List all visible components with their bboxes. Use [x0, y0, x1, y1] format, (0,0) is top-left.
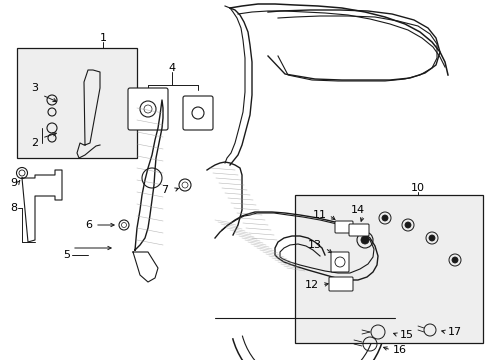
Text: 5: 5: [63, 250, 70, 260]
Circle shape: [428, 235, 434, 241]
Text: 11: 11: [312, 210, 326, 220]
FancyBboxPatch shape: [183, 96, 213, 130]
Text: 15: 15: [399, 330, 413, 340]
Text: 9: 9: [10, 178, 17, 188]
Text: 17: 17: [447, 327, 461, 337]
FancyBboxPatch shape: [128, 88, 168, 130]
FancyBboxPatch shape: [348, 224, 368, 236]
Text: 8: 8: [10, 203, 17, 213]
Text: 2: 2: [31, 138, 39, 148]
Text: 1: 1: [99, 33, 106, 43]
Circle shape: [404, 222, 410, 228]
Text: 13: 13: [307, 240, 321, 250]
Text: 14: 14: [350, 205, 365, 215]
Text: 12: 12: [305, 280, 318, 290]
Circle shape: [451, 257, 457, 263]
Circle shape: [381, 215, 387, 221]
Circle shape: [360, 236, 368, 244]
Text: 6: 6: [85, 220, 92, 230]
Bar: [294, 195, 482, 343]
Text: 3: 3: [31, 83, 39, 93]
Text: 16: 16: [392, 345, 406, 355]
Bar: [17, 48, 137, 158]
Text: 7: 7: [161, 185, 168, 195]
FancyBboxPatch shape: [334, 221, 352, 233]
FancyBboxPatch shape: [330, 252, 348, 272]
Text: 10: 10: [410, 183, 424, 193]
FancyBboxPatch shape: [328, 277, 352, 291]
Text: 4: 4: [168, 63, 175, 73]
